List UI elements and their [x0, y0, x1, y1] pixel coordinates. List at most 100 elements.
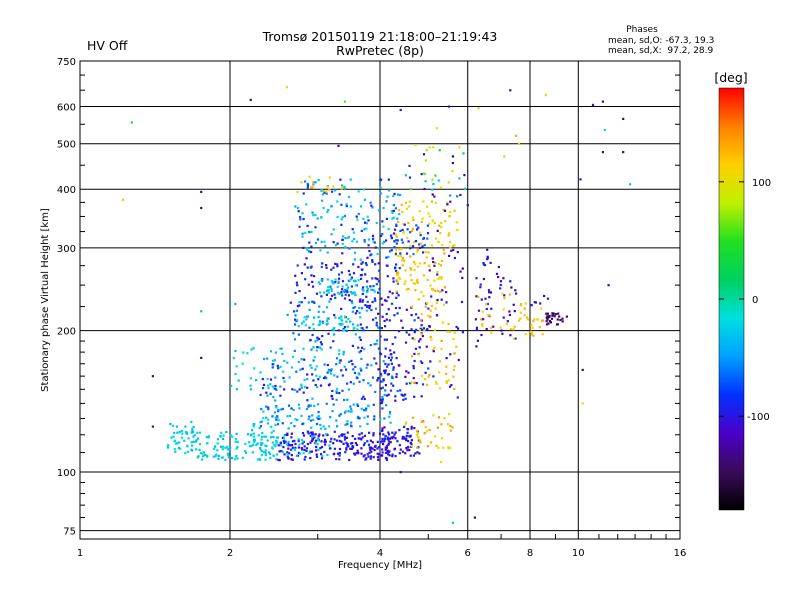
data-point — [359, 316, 362, 319]
data-point — [434, 435, 437, 438]
data-point — [509, 334, 512, 337]
data-point — [559, 318, 562, 322]
data-point — [397, 255, 400, 258]
data-point — [423, 262, 426, 265]
data-point — [357, 265, 360, 269]
data-point — [387, 227, 390, 231]
data-point — [306, 386, 309, 389]
data-point — [213, 445, 217, 448]
data-point — [358, 417, 361, 420]
data-point — [314, 439, 318, 442]
data-point — [336, 387, 339, 390]
data-point — [391, 453, 394, 456]
data-point — [306, 315, 309, 318]
data-point — [275, 453, 278, 456]
data-point — [394, 233, 398, 236]
data-point — [318, 320, 321, 323]
data-point — [323, 450, 326, 453]
data-point — [499, 326, 502, 329]
data-point — [293, 448, 296, 451]
data-point — [337, 329, 340, 332]
data-point — [271, 359, 275, 362]
data-point — [374, 263, 377, 266]
data-point — [310, 251, 313, 254]
data-point — [226, 445, 229, 448]
data-point — [323, 363, 326, 366]
data-point — [509, 89, 512, 92]
data-point — [475, 277, 478, 280]
data-point — [291, 446, 294, 449]
data-point — [386, 451, 389, 454]
data-point — [367, 404, 370, 407]
data-point — [368, 250, 371, 253]
data-point — [234, 349, 237, 353]
data-point — [372, 285, 375, 288]
data-point — [432, 375, 435, 378]
data-point — [335, 363, 338, 366]
data-point — [309, 431, 312, 434]
data-point — [421, 245, 424, 248]
data-point — [401, 256, 404, 260]
data-point — [410, 268, 413, 271]
data-point — [439, 290, 442, 293]
data-point — [447, 446, 450, 449]
data-point — [370, 204, 373, 207]
data-point — [291, 443, 294, 447]
data-point — [433, 329, 436, 332]
data-point — [303, 316, 306, 319]
data-point — [416, 446, 419, 449]
data-point — [440, 264, 443, 267]
data-point — [317, 179, 320, 182]
data-point — [394, 455, 397, 458]
data-point — [310, 245, 313, 248]
data-point — [260, 454, 263, 457]
data-point — [354, 365, 357, 368]
data-point — [335, 398, 338, 401]
data-point — [509, 280, 512, 283]
data-point — [356, 403, 359, 406]
data-point — [249, 388, 253, 391]
data-point — [326, 433, 329, 436]
data-point — [437, 179, 440, 182]
data-point — [343, 436, 346, 439]
data-point — [310, 265, 313, 268]
data-point — [320, 343, 323, 346]
data-point — [327, 286, 330, 289]
data-point — [296, 284, 299, 287]
data-point — [266, 384, 270, 387]
data-point — [384, 456, 387, 460]
data-point — [282, 370, 285, 373]
data-point — [463, 174, 466, 177]
data-point — [452, 375, 455, 378]
data-point — [387, 363, 390, 366]
data-point — [412, 282, 415, 285]
data-point — [420, 395, 423, 398]
data-point — [241, 456, 244, 459]
data-point — [409, 382, 412, 385]
data-point — [272, 454, 275, 457]
data-point — [329, 369, 332, 372]
data-point — [441, 321, 444, 324]
data-points — [122, 86, 632, 524]
data-point — [460, 300, 464, 304]
data-point — [427, 251, 430, 254]
data-point — [339, 323, 342, 327]
data-point — [330, 372, 333, 375]
data-point — [362, 395, 365, 398]
data-point — [276, 415, 279, 418]
data-point — [302, 246, 305, 249]
data-point — [300, 386, 303, 389]
data-point — [411, 216, 414, 219]
data-point — [336, 263, 339, 266]
data-point — [251, 443, 255, 447]
data-point — [312, 183, 315, 186]
data-point — [349, 205, 352, 208]
data-point — [294, 274, 297, 277]
data-point — [437, 277, 440, 281]
data-point — [349, 447, 352, 450]
data-point — [341, 238, 344, 241]
data-point — [440, 437, 444, 440]
data-point — [445, 357, 448, 360]
data-point — [357, 437, 360, 440]
data-point — [259, 371, 262, 374]
